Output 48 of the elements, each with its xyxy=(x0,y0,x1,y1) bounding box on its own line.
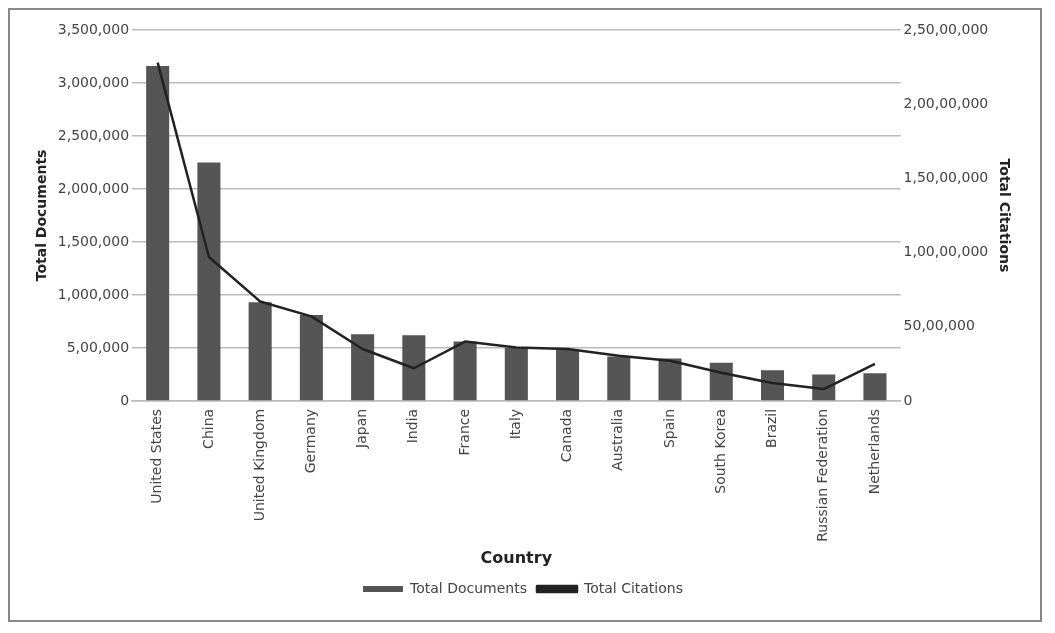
y2-tick-label: 2,00,00,000 xyxy=(903,94,989,111)
bar xyxy=(197,162,221,401)
y-tick-label: 5,00,000 xyxy=(66,338,130,355)
x-tick-label: Italy xyxy=(506,408,523,440)
x-tick-label: France xyxy=(455,408,472,456)
y2-tick-label: 50,00,000 xyxy=(903,317,975,334)
y-axis-title: Total Documents xyxy=(33,149,50,282)
legend-label: Total Documents xyxy=(409,579,527,596)
bar xyxy=(607,356,631,401)
y-tick-label: 1,500,000 xyxy=(57,232,130,249)
bar xyxy=(248,302,272,401)
x-tick-label: Canada xyxy=(558,408,575,463)
y2-tick-label: 0 xyxy=(903,391,913,408)
x-tick-label: Brazil xyxy=(763,408,780,448)
bar xyxy=(351,334,375,401)
x-axis-title: Country xyxy=(480,547,553,567)
y-tick-label: 1,000,000 xyxy=(57,285,130,302)
bar xyxy=(299,315,323,401)
x-tick-label: Australia xyxy=(609,408,626,471)
y-tick-label: 0 xyxy=(120,391,130,408)
y-tick-label: 3,000,000 xyxy=(57,73,130,90)
y-tick-label: 3,500,000 xyxy=(57,20,130,37)
bar xyxy=(556,350,580,401)
x-tick-label: Netherlands xyxy=(865,408,882,495)
legend-label: Total Citations xyxy=(582,579,683,596)
bar xyxy=(658,358,682,401)
bar xyxy=(504,347,528,401)
x-tick-label: India xyxy=(404,408,421,444)
y2-tick-label: 1,50,00,000 xyxy=(903,169,989,185)
x-tick-label: United States xyxy=(148,408,165,504)
x-tick-label: Germany xyxy=(302,408,319,474)
x-tick-label: China xyxy=(199,408,216,449)
x-tick-label: United Kingdom xyxy=(250,408,267,522)
y-tick-label: 2,000,000 xyxy=(57,179,130,196)
y2-tick-label: 1,00,00,000 xyxy=(903,243,989,260)
bar xyxy=(402,335,426,401)
y-tick-label: 2,500,000 xyxy=(57,126,130,143)
x-tick-label: Japan xyxy=(353,408,370,449)
bar xyxy=(863,373,887,401)
x-tick-label: Russian Federation xyxy=(814,408,831,542)
y2-tick-label: 2,50,00,000 xyxy=(903,20,989,37)
x-tick-label: Spain xyxy=(660,408,677,449)
bar xyxy=(760,370,785,401)
bar xyxy=(146,66,170,401)
bar xyxy=(709,362,733,401)
x-tick-label: South Korea xyxy=(711,408,728,494)
y2-axis-title: Total Citations xyxy=(996,158,1013,273)
bar xyxy=(453,341,477,401)
